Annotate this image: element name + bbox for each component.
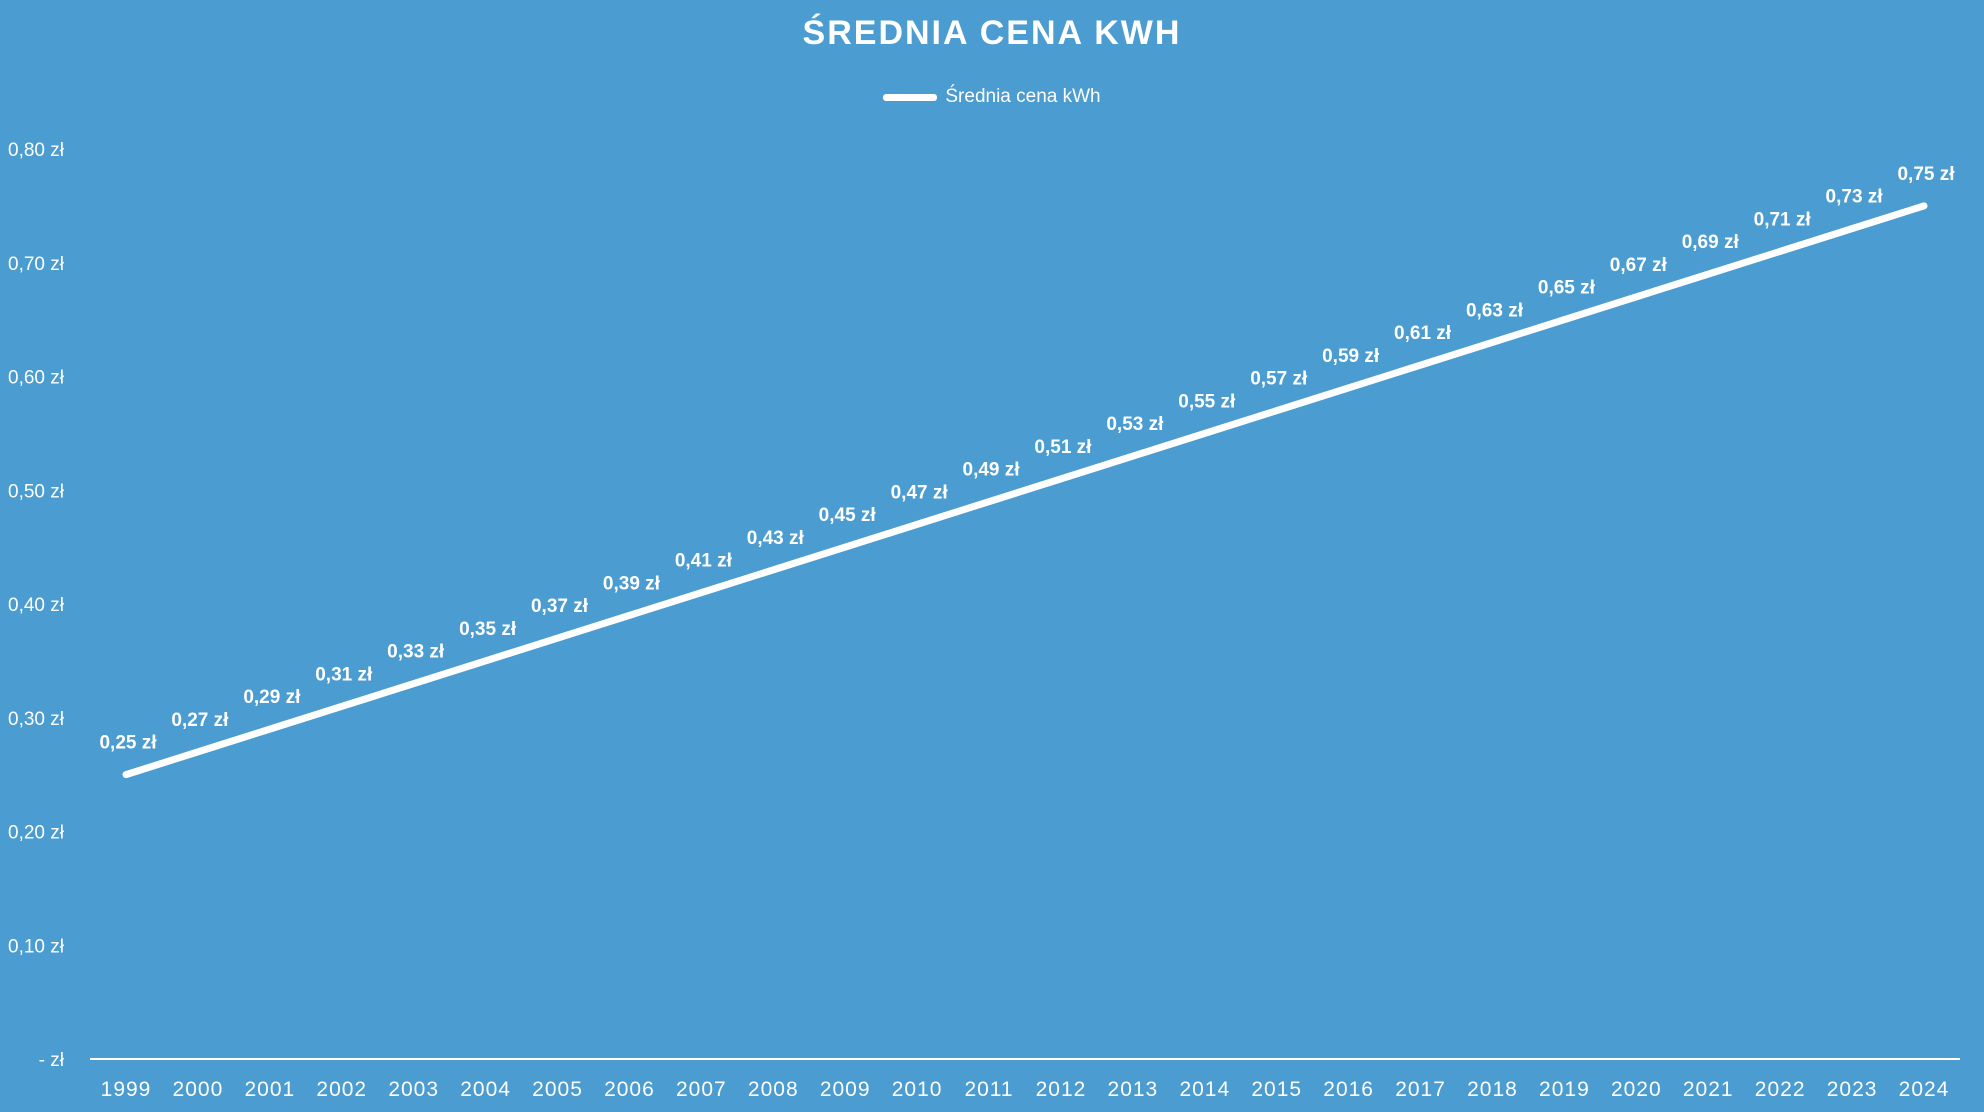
data-label: 0,61 zł	[1394, 323, 1452, 344]
y-tick-label: 0,20 zł	[8, 823, 65, 844]
data-label: 0,65 zł	[1538, 278, 1596, 299]
y-tick-label: - zł	[39, 1050, 65, 1071]
y-tick-label: 0,80 zł	[8, 140, 65, 161]
data-label: 0,37 zł	[531, 596, 589, 617]
x-tick-label: 2004	[460, 1078, 511, 1101]
x-tick-label: 2001	[244, 1078, 295, 1101]
y-tick-label: 0,70 zł	[8, 254, 65, 275]
x-tick-label: 2009	[820, 1078, 871, 1101]
x-tick-label: 1999	[101, 1078, 152, 1101]
data-label: 0,27 zł	[171, 710, 229, 731]
x-tick-label: 2000	[173, 1078, 224, 1101]
x-tick-label: 2024	[1899, 1078, 1950, 1101]
data-label: 0,29 zł	[243, 687, 301, 708]
data-label: 0,75 zł	[1897, 164, 1955, 185]
x-tick-label: 2015	[1251, 1078, 1302, 1101]
y-tick-label: 0,30 zł	[8, 709, 65, 730]
x-tick-label: 2020	[1611, 1078, 1662, 1101]
data-label: 0,63 zł	[1466, 300, 1524, 321]
data-label: 0,53 zł	[1106, 414, 1164, 435]
data-label: 0,41 zł	[675, 551, 733, 572]
x-tick-label: 2003	[388, 1078, 439, 1101]
x-tick-label: 2013	[1108, 1078, 1159, 1101]
data-label: 0,47 zł	[891, 482, 949, 503]
x-tick-label: 2011	[964, 1078, 1013, 1101]
x-tick-label: 2017	[1395, 1078, 1446, 1101]
data-label: 0,69 zł	[1682, 232, 1740, 253]
y-tick-label: 0,60 zł	[8, 368, 65, 389]
x-tick-label: 2010	[892, 1078, 943, 1101]
x-tick-label: 2018	[1467, 1078, 1518, 1101]
x-tick-label: 2012	[1036, 1078, 1087, 1101]
y-tick-label: 0,10 zł	[8, 936, 65, 957]
x-tick-label: 2016	[1323, 1078, 1374, 1101]
data-label: 0,59 zł	[1322, 346, 1380, 367]
x-tick-label: 2022	[1755, 1078, 1806, 1101]
x-tick-label: 2014	[1179, 1078, 1230, 1101]
data-label: 0,43 zł	[747, 528, 805, 549]
data-label: 0,25 zł	[99, 733, 157, 754]
x-tick-label: 2021	[1683, 1078, 1734, 1101]
x-tick-label: 2005	[532, 1078, 583, 1101]
data-label: 0,39 zł	[603, 573, 661, 594]
x-tick-label: 2002	[316, 1078, 367, 1101]
data-label: 0,31 zł	[315, 664, 373, 685]
legend-label: Średnia cena kWh	[945, 86, 1101, 107]
y-tick-label: 0,40 zł	[8, 595, 65, 616]
data-label: 0,71 zł	[1754, 209, 1812, 230]
data-label: 0,57 zł	[1250, 369, 1308, 390]
legend-swatch	[883, 93, 938, 101]
x-tick-label: 2006	[604, 1078, 655, 1101]
x-tick-label: 2023	[1827, 1078, 1878, 1101]
x-tick-label: 2019	[1539, 1078, 1590, 1101]
y-tick-label: 0,50 zł	[8, 481, 65, 502]
x-tick-label: 2007	[676, 1078, 727, 1101]
chart-title: ŚREDNIA CENA KWH	[802, 14, 1182, 52]
data-label: 0,55 zł	[1178, 391, 1236, 412]
data-label: 0,73 zł	[1826, 187, 1884, 208]
data-label: 0,33 zł	[387, 642, 445, 663]
x-tick-label: 2008	[748, 1078, 799, 1101]
data-label: 0,45 zł	[819, 505, 877, 526]
series-line	[122, 202, 1928, 779]
legend: Średnia cena kWh	[0, 86, 1984, 108]
data-label: 0,51 zł	[1034, 437, 1092, 458]
data-label: 0,35 zł	[459, 619, 517, 640]
data-label: 0,49 zł	[963, 460, 1021, 481]
data-label: 0,67 zł	[1610, 255, 1668, 276]
